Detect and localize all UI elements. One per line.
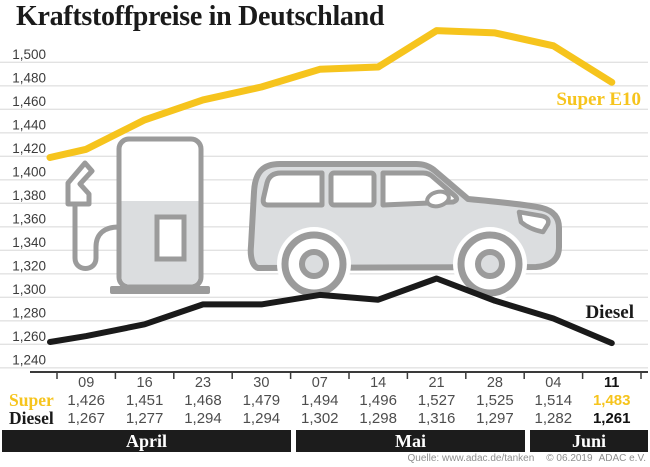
y-axis-tick-label: 1,420 bbox=[12, 141, 46, 156]
y-axis-tick-label: 1,380 bbox=[12, 188, 46, 203]
diesel-row-label: Diesel bbox=[9, 408, 54, 428]
diesel-line bbox=[47, 275, 615, 347]
diesel-label: Diesel bbox=[585, 302, 634, 323]
date-cell: 16 bbox=[136, 375, 153, 391]
super-value-cell: 1,451 bbox=[125, 392, 164, 409]
diesel-value-cell: 1,316 bbox=[417, 410, 456, 427]
page-title: Kraftstoffpreise in Deutschland bbox=[16, 1, 385, 32]
table-date-row: 09 16 23 30 07 14 21 28 04 11 bbox=[0, 375, 650, 391]
fuel-pump-icon bbox=[65, 136, 210, 294]
month-bar-mai: Mai bbox=[296, 430, 525, 452]
car-rear-wheel-icon bbox=[277, 227, 351, 301]
car-front-wheel-icon bbox=[453, 227, 527, 301]
date-cell: 09 bbox=[78, 375, 95, 391]
super-e10-line bbox=[46, 27, 616, 161]
super-value-cell: 1,527 bbox=[417, 392, 456, 409]
price-chart: 1,500 1,480 1,460 1,440 1,420 1,400 1,380 1,360… bbox=[0, 27, 648, 379]
date-cell: 04 bbox=[545, 375, 562, 391]
source-quelle: Quelle: www.adac.de/tanken bbox=[407, 453, 535, 464]
y-axis-tick-label: 1,440 bbox=[12, 117, 46, 132]
diesel-value-cell: 1,302 bbox=[300, 410, 339, 427]
y-axis-tick-label: 1,400 bbox=[12, 164, 46, 179]
super-value-cell: 1,479 bbox=[242, 392, 281, 409]
source-copyright: © 06.2019 bbox=[546, 453, 593, 464]
car-icon bbox=[247, 161, 562, 301]
diesel-value-cell: 1,261 bbox=[592, 410, 631, 427]
super-e10-label: Super E10 bbox=[556, 89, 641, 110]
diesel-value-cell: 1,294 bbox=[184, 410, 222, 427]
table-diesel-row: Diesel 1,267 1,277 1,294 1,294 1,302 1,298 1,3… bbox=[0, 408, 650, 428]
date-cell: 23 bbox=[194, 375, 212, 391]
diesel-value-cell: 1,282 bbox=[534, 410, 573, 427]
diesel-value-cell: 1,267 bbox=[67, 410, 105, 427]
y-axis-labels: 1,500 1,480 1,460 1,440 1,420 1,400 1,380 1,360… bbox=[12, 47, 46, 367]
y-axis-tick-label: 1,460 bbox=[12, 94, 46, 109]
x-axis-layer bbox=[30, 371, 648, 379]
month-bar-april: April bbox=[2, 430, 291, 452]
diesel-value-cell: 1,298 bbox=[359, 410, 397, 427]
date-cell: 30 bbox=[253, 375, 270, 391]
super-value-cell: 1,514 bbox=[534, 392, 573, 409]
date-cell: 11 bbox=[604, 375, 620, 391]
super-value-cell: 1,426 bbox=[67, 392, 105, 409]
y-axis-tick-label: 1,340 bbox=[12, 235, 46, 250]
date-cell: 07 bbox=[311, 375, 328, 391]
date-cell: 21 bbox=[428, 375, 445, 391]
series-lines-layer bbox=[46, 27, 616, 347]
month-bars: April Mai Juni bbox=[2, 430, 648, 452]
y-axis-tick-label: 1,240 bbox=[12, 352, 46, 367]
super-value-cell: 1,468 bbox=[184, 392, 222, 409]
y-axis-tick-label: 1,300 bbox=[12, 282, 46, 297]
super-value-cell: 1,525 bbox=[476, 392, 514, 409]
y-axis-tick-label: 1,280 bbox=[12, 305, 46, 320]
table-super-row: Super 1,426 1,451 1,468 1,479 1,494 1,496 1,52… bbox=[0, 390, 650, 410]
y-axis-tick-label: 1,480 bbox=[12, 70, 46, 85]
y-axis-tick-label: 1,320 bbox=[12, 258, 46, 273]
series-labels-layer: Super E10 Diesel bbox=[556, 89, 641, 323]
source-publisher: ADAC e.V. bbox=[598, 453, 646, 464]
y-axis-tick-label: 1,360 bbox=[12, 211, 46, 226]
super-value-cell: 1,483 bbox=[592, 392, 631, 409]
month-bar-juni: Juni bbox=[530, 430, 648, 452]
date-cell: 28 bbox=[486, 375, 503, 391]
diesel-value-cell: 1,277 bbox=[125, 410, 164, 427]
y-axis-tick-label: 1,260 bbox=[12, 329, 46, 344]
date-cell: 14 bbox=[370, 375, 387, 391]
diesel-value-cell: 1,297 bbox=[476, 410, 514, 427]
super-value-cell: 1,496 bbox=[359, 392, 397, 409]
super-row-label: Super bbox=[9, 390, 54, 410]
source-note: Quelle: www.adac.de/tanken © 06.2019 ADAC … bbox=[408, 453, 646, 464]
diesel-value-cell: 1,294 bbox=[242, 410, 281, 427]
y-axis-tick-label: 1,500 bbox=[12, 47, 46, 62]
super-value-cell: 1,494 bbox=[300, 392, 339, 409]
